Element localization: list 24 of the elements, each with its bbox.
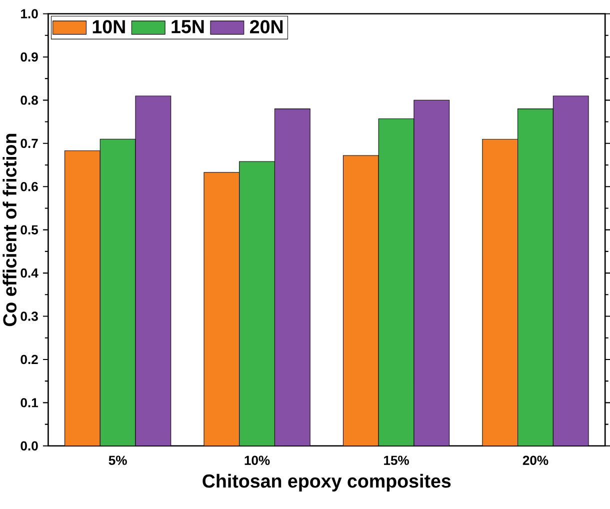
x-tick-label: 20% bbox=[522, 456, 548, 466]
x-axis-title: Chitosan epoxy composites bbox=[202, 474, 451, 492]
y-tick-label: 0.2 bbox=[20, 354, 38, 364]
y-tick-label: 0.8 bbox=[20, 96, 38, 105]
legend-label: 10N bbox=[92, 20, 125, 34]
bar bbox=[378, 118, 414, 446]
y-tick-label: 1.0 bbox=[21, 9, 38, 18]
y-tick-label: 0.5 bbox=[20, 225, 38, 235]
x-tick-label: 15% bbox=[384, 456, 409, 466]
y-tick-label: 0.7 bbox=[20, 138, 38, 148]
bar bbox=[239, 161, 275, 446]
y-tick-label: 0.6 bbox=[20, 182, 38, 192]
y-tick-label: 0.1 bbox=[20, 398, 38, 408]
bar bbox=[518, 108, 554, 446]
legend-label: 20N bbox=[250, 20, 283, 34]
y-tick-label: 0.9 bbox=[20, 52, 38, 62]
x-tick-label: 10% bbox=[244, 456, 270, 466]
bar bbox=[100, 138, 136, 446]
y-axis-title: Co efficient of friction bbox=[2, 134, 16, 326]
y-tick-label: 0.4 bbox=[20, 268, 38, 278]
y-tick-label: 0.3 bbox=[20, 312, 38, 321]
y-tick-label: 0.0 bbox=[20, 441, 38, 451]
legend-label: 15N bbox=[172, 20, 204, 34]
x-tick-label: 5% bbox=[108, 456, 127, 466]
